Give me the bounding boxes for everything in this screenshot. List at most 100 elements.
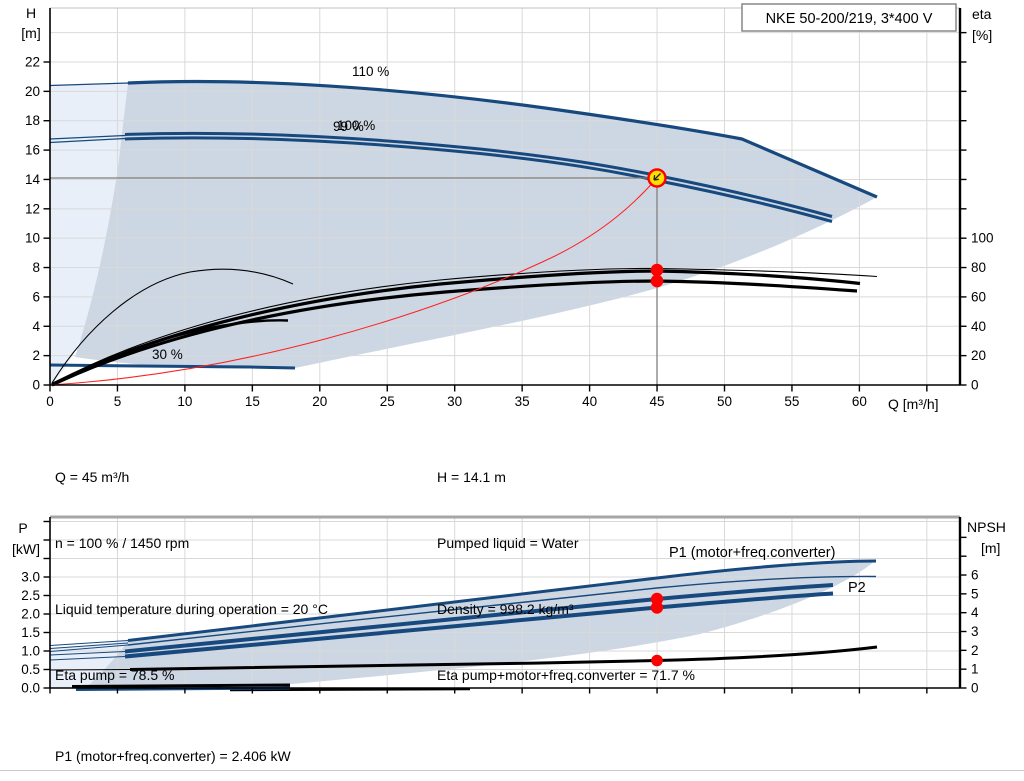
axis-tick-label: 10 bbox=[177, 394, 192, 409]
p1-100pct-curve bbox=[124, 583, 834, 654]
label-30pct: 30 % bbox=[152, 347, 183, 362]
operating-info-left: Q = 45 m³/h n = 100 % / 1450 rpm Liquid … bbox=[55, 422, 328, 730]
axis-tick-label: 0 bbox=[46, 394, 54, 409]
axis-tick-label: 80 bbox=[971, 260, 986, 275]
h-axis-title: H bbox=[26, 5, 36, 21]
operating-info-right: H = 14.1 m Pumped liquid = Water Density… bbox=[437, 422, 695, 730]
axis-tick-label: 20 bbox=[312, 394, 327, 409]
npsh-axis-unit: [m] bbox=[981, 540, 1000, 556]
axis-tick-label: 35 bbox=[515, 394, 530, 409]
axis-tick-label: 2 bbox=[32, 348, 40, 363]
axis-tick-label: 30 bbox=[447, 394, 462, 409]
eta-axis-unit: [%] bbox=[972, 27, 992, 43]
info-pumped-liquid: Pumped liquid = Water bbox=[437, 535, 579, 551]
top-chart-curves bbox=[49, 79, 878, 387]
duty-point-marker[interactable] bbox=[647, 168, 667, 188]
axis-tick-label: 20 bbox=[25, 84, 40, 99]
duty-markers-bottom bbox=[650, 592, 664, 667]
axis-tick-label: 0.5 bbox=[21, 662, 40, 677]
axis-tick-label: 1.0 bbox=[21, 644, 40, 659]
bottom-separator bbox=[0, 770, 1024, 771]
curve-100pct-lowflow-ext bbox=[49, 134, 126, 140]
p2-100pct-ext bbox=[49, 655, 126, 661]
axis-tick-label: 25 bbox=[380, 394, 395, 409]
npsh-duty-marker bbox=[651, 654, 663, 667]
axis-ticks bbox=[43, 31, 967, 694]
curve-99pct bbox=[124, 136, 833, 223]
curve-110pct-lowflow-ext bbox=[49, 82, 129, 87]
label-p1-curve: P1 (motor+freq.converter) bbox=[669, 545, 835, 561]
p1-110pct-ext-b bbox=[49, 642, 129, 650]
duty-point-cursor-icon bbox=[653, 173, 661, 181]
curve-100pct bbox=[124, 131, 833, 218]
pump-title: NKE 50-200/219, 3*400 V bbox=[766, 11, 933, 27]
axis-tick-label: 18 bbox=[25, 113, 40, 128]
p-axis-title: P bbox=[18, 520, 27, 536]
power-info: P1 (motor+freq.converter) = 2.406 kW P2 … bbox=[55, 701, 291, 781]
eta-pump-curve bbox=[51, 269, 861, 386]
axis-tick-label: 1 bbox=[971, 662, 979, 677]
eta-curve-30pct bbox=[51, 268, 294, 384]
axis-tick-label: 2.5 bbox=[21, 588, 40, 603]
label-99pct: 99 % bbox=[333, 119, 364, 134]
axis-tick-label: 0.0 bbox=[21, 681, 40, 696]
p1-110pct-curve bbox=[127, 559, 877, 642]
bottom-chart-curves bbox=[49, 559, 878, 692]
axis-tick-label: 60 bbox=[852, 394, 867, 409]
label-110pct: 110 % bbox=[352, 64, 389, 79]
eta-axis-title: eta bbox=[972, 6, 992, 22]
p1-110pct-ext-a bbox=[49, 639, 129, 647]
label-100pct: 100 % bbox=[337, 118, 375, 133]
info-n: n = 100 % / 1450 rpm bbox=[55, 535, 190, 551]
axis-tick-label: 60 bbox=[971, 289, 986, 304]
p2-100pct-curve bbox=[124, 591, 834, 659]
eta-curve-branch bbox=[124, 319, 289, 354]
axis-tick-label: 40 bbox=[582, 394, 597, 409]
axis-tick-label: 5 bbox=[114, 394, 122, 409]
axis-tick-label: 0 bbox=[971, 378, 979, 393]
p1-100pct-ext bbox=[49, 650, 126, 656]
pump-title-box: NKE 50-200/219, 3*400 V bbox=[741, 3, 957, 32]
label-p2-curve: P2 bbox=[848, 580, 866, 596]
axis-tick-label: 6 bbox=[32, 289, 40, 304]
axis-tick-label: 55 bbox=[784, 394, 799, 409]
info-density: Density = 998.2 kg/m³ bbox=[437, 601, 574, 617]
p2-110pct-curve bbox=[127, 575, 877, 646]
duty-markers-top bbox=[647, 168, 667, 288]
axis-tick-label: 14 bbox=[25, 172, 41, 187]
curve-110pct bbox=[127, 79, 878, 199]
eta-curve-thin bbox=[51, 267, 878, 385]
info-p1: P1 (motor+freq.converter) = 2.406 kW bbox=[55, 748, 291, 764]
axis-tick-label: 20 bbox=[971, 348, 986, 363]
envelope-dark-fill bbox=[75, 81, 877, 369]
p2-110pct-ext bbox=[49, 644, 129, 653]
axis-tick-label: 0 bbox=[32, 378, 40, 393]
eta-total-marker bbox=[650, 274, 664, 288]
eta-pump-marker bbox=[650, 263, 664, 277]
npsh-axis-title: NPSH bbox=[967, 519, 1006, 535]
p-axis-unit: [kW] bbox=[12, 541, 40, 557]
info-eta-total: Eta pump+motor+freq.converter = 71.7 % bbox=[437, 667, 695, 683]
axis-tick-label: 3 bbox=[971, 624, 979, 639]
minspeed-power-black bbox=[71, 683, 291, 688]
eta-total-curve bbox=[51, 279, 858, 387]
envelope-light-fill bbox=[50, 83, 128, 385]
p1-duty-marker bbox=[650, 592, 664, 606]
system-curve bbox=[49, 177, 658, 386]
npsh-curve bbox=[129, 645, 878, 671]
axis-tick-label: 12 bbox=[25, 201, 40, 216]
axis-tick-label: 4 bbox=[32, 319, 40, 334]
axis-tick-label: 5 bbox=[971, 586, 979, 601]
info-h: H = 14.1 m bbox=[437, 469, 506, 485]
npsh-zero-segment bbox=[229, 687, 471, 692]
axis-tick-label: 100 bbox=[971, 231, 994, 246]
pump-title-box-frame bbox=[741, 3, 957, 32]
info-q: Q = 45 m³/h bbox=[55, 469, 130, 485]
curve-30pct bbox=[49, 363, 296, 370]
axis-tick-label: 22 bbox=[25, 54, 40, 69]
axis-tick-label: 0 bbox=[971, 681, 979, 696]
info-eta-pump: Eta pump = 78.5 % bbox=[55, 667, 175, 683]
info-liquid-temp: Liquid temperature during operation = 20… bbox=[55, 601, 328, 617]
